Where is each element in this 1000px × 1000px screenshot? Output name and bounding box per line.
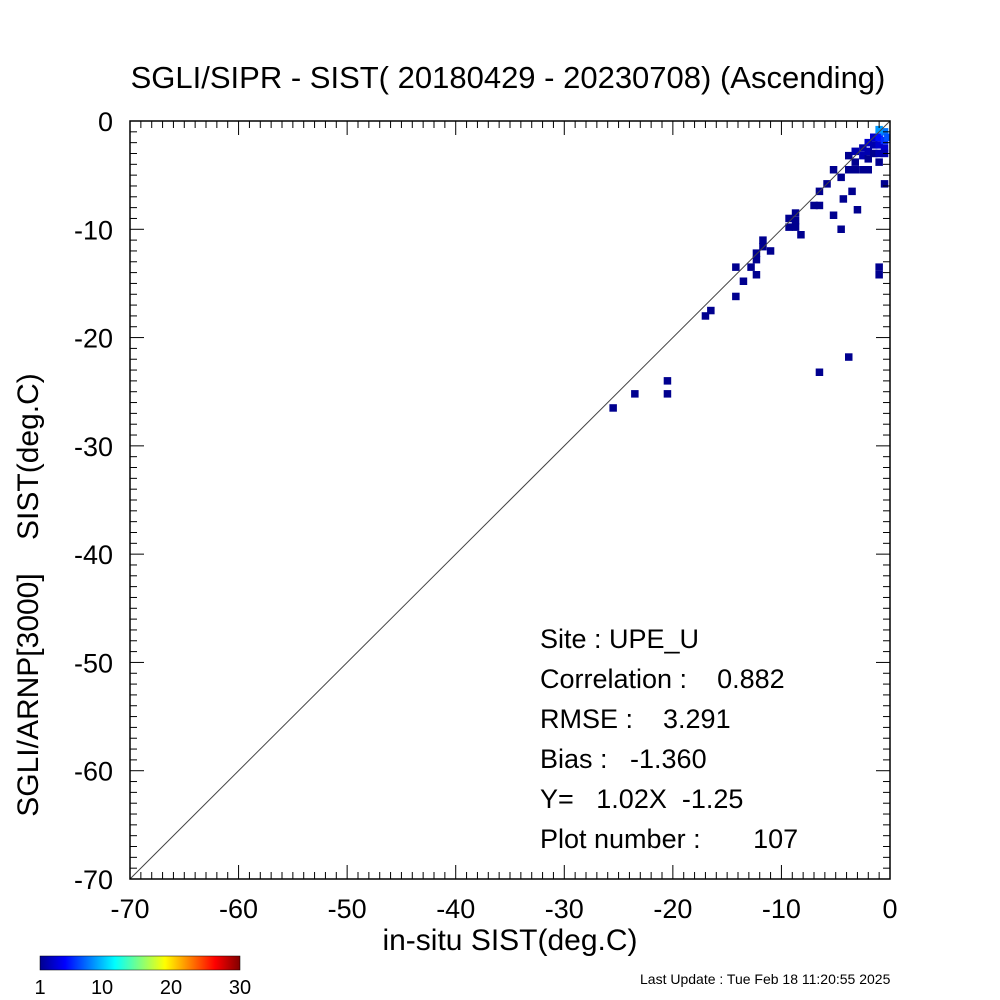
density-cell bbox=[875, 263, 883, 271]
density-cell bbox=[732, 263, 740, 271]
density-cell bbox=[791, 216, 800, 225]
y-axis-label: SGLI/ARNP[3000] SIST(deg.C) bbox=[12, 373, 45, 817]
stat-bias: Bias : -1.360 bbox=[540, 744, 707, 774]
density-cell bbox=[791, 209, 800, 217]
density-cell bbox=[851, 166, 859, 174]
density-cell bbox=[747, 263, 755, 271]
density-cell bbox=[701, 312, 710, 320]
x-tick-labels: -70 -60 -50 -40 -30 -20 -10 0 bbox=[110, 894, 897, 924]
x-tick-label: -10 bbox=[762, 894, 801, 924]
density-cell bbox=[663, 377, 672, 385]
density-cell bbox=[797, 231, 805, 239]
density-cell bbox=[864, 147, 872, 156]
density-cell bbox=[759, 236, 767, 244]
one-to-one-line bbox=[130, 121, 890, 879]
stat-rmse: RMSE : 3.291 bbox=[540, 704, 731, 734]
x-tick-label: 0 bbox=[882, 894, 897, 924]
y-tick-label: -10 bbox=[74, 215, 113, 245]
density-cell bbox=[875, 125, 883, 134]
density-cell bbox=[815, 201, 824, 210]
density-cell bbox=[631, 390, 639, 398]
colorbar-tick-label: 20 bbox=[160, 977, 182, 999]
y-tick-label: -50 bbox=[74, 648, 113, 678]
density-cell bbox=[707, 306, 715, 315]
density-cell bbox=[791, 223, 800, 231]
x-tick-label: -40 bbox=[436, 894, 475, 924]
density-cell bbox=[875, 271, 883, 279]
density-cell bbox=[864, 166, 872, 174]
density-cell bbox=[739, 277, 748, 285]
density-cell bbox=[829, 211, 838, 219]
density-cell bbox=[732, 292, 740, 301]
density-cell bbox=[837, 225, 845, 233]
colorbar-labels: 1 10 20 30 bbox=[34, 977, 251, 999]
density-cell bbox=[752, 249, 761, 257]
y-tick-label: -30 bbox=[74, 432, 113, 462]
y-tick-label: -40 bbox=[74, 540, 113, 570]
density-cell bbox=[609, 404, 617, 412]
colorbar-tick-label: 30 bbox=[229, 977, 251, 999]
y-tick-label: -20 bbox=[74, 324, 113, 354]
density-cell bbox=[875, 133, 883, 141]
density-cell bbox=[864, 155, 872, 163]
density-cell bbox=[752, 255, 761, 264]
x-tick-label: -70 bbox=[110, 894, 149, 924]
statistics-panel: Site : UPE_U Correlation : 0.882 RMSE : … bbox=[540, 624, 798, 854]
density-cell bbox=[875, 158, 883, 166]
density-cell bbox=[851, 147, 859, 156]
density-cell bbox=[875, 149, 883, 158]
density-cell bbox=[845, 166, 853, 174]
stat-correlation: Correlation : 0.882 bbox=[540, 664, 785, 694]
density-cell bbox=[884, 133, 890, 141]
density-cell bbox=[837, 173, 845, 182]
x-axis-label: in-situ SIST(deg.C) bbox=[382, 924, 637, 957]
density-cell bbox=[870, 149, 878, 158]
density-cell bbox=[880, 180, 889, 188]
density-cell bbox=[829, 166, 838, 174]
y-tick-label: 0 bbox=[98, 107, 113, 137]
stat-regression: Y= 1.02X -1.25 bbox=[540, 784, 743, 814]
x-tick-label: -30 bbox=[545, 894, 584, 924]
density-cell bbox=[853, 206, 862, 214]
density-cell bbox=[845, 151, 853, 160]
density-cell bbox=[875, 141, 883, 149]
x-tick-label: -20 bbox=[653, 894, 692, 924]
x-tick-label: -50 bbox=[328, 894, 367, 924]
density-cell bbox=[880, 144, 889, 152]
y-tick-label: -60 bbox=[74, 757, 113, 787]
density-cell bbox=[752, 271, 761, 279]
chart-title: SGLI/SIPR - SIST( 20180429 - 20230708) (… bbox=[131, 60, 886, 95]
density-cell bbox=[851, 158, 859, 166]
density-cell bbox=[785, 223, 793, 231]
density-cell bbox=[845, 353, 853, 361]
y-tick-label: -70 bbox=[74, 865, 113, 895]
density-cell bbox=[815, 368, 824, 376]
colorbar-tick-label: 10 bbox=[91, 977, 113, 999]
axis-ticks bbox=[129, 120, 891, 880]
density-cell bbox=[663, 390, 672, 398]
stat-site: Site : UPE_U bbox=[540, 624, 699, 654]
density-cell bbox=[848, 187, 856, 196]
colorbar bbox=[39, 955, 241, 971]
density-cell bbox=[759, 242, 767, 251]
density-cells bbox=[609, 125, 890, 412]
density-cell bbox=[766, 247, 775, 255]
density-cell bbox=[859, 151, 867, 160]
density-cell bbox=[870, 141, 878, 149]
last-update-text: Last Update : Tue Feb 18 11:20:55 2025 bbox=[640, 971, 891, 987]
density-cell bbox=[810, 201, 818, 210]
density-cell bbox=[839, 195, 848, 203]
stat-plot-number: Plot number : 107 bbox=[540, 824, 798, 854]
x-tick-label: -60 bbox=[219, 894, 258, 924]
density-cell bbox=[785, 214, 793, 223]
y-tick-labels: 0 -10 -20 -30 -40 -50 -60 -70 bbox=[74, 107, 113, 895]
colorbar-tick-label: 1 bbox=[34, 977, 45, 999]
density-cell bbox=[859, 166, 867, 174]
